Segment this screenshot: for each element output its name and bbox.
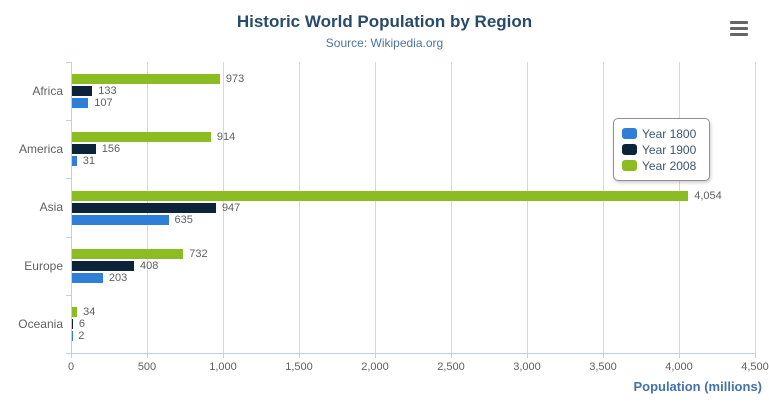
data-label: 107 (94, 97, 113, 110)
x-axis-label: 3,000 (513, 361, 541, 373)
x-axis-tick (299, 353, 300, 358)
bar-year-1800-america[interactable] (72, 156, 77, 167)
data-label: 914 (216, 131, 236, 144)
bar-year-2008-africa[interactable] (72, 74, 220, 85)
bar-year-1800-asia[interactable] (72, 214, 169, 225)
category-axis-tick (66, 237, 71, 238)
x-axis-tick (451, 353, 452, 358)
x-axis-label: 0 (67, 361, 75, 373)
category-label-america: America (18, 142, 63, 157)
legend-swatch-icon (622, 128, 637, 139)
data-label: 6 (78, 317, 86, 330)
category-label-europe: Europe (24, 258, 63, 273)
category-axis-tick (66, 62, 71, 63)
x-axis-tick (147, 353, 148, 358)
category-label-asia: Asia (39, 200, 63, 215)
category-label-africa: Africa (32, 84, 63, 98)
gridline (299, 62, 300, 353)
hamburger-bar (730, 27, 748, 30)
gridline (451, 62, 452, 353)
data-label: 34 (83, 305, 96, 318)
x-axis-tick (375, 353, 376, 358)
bar-year-2008-asia[interactable] (72, 190, 689, 201)
gridline (375, 62, 376, 353)
legend-item-year-1900[interactable]: Year 1900 (622, 142, 709, 157)
data-label: 947 (221, 201, 241, 214)
bar-year-1900-europe[interactable] (72, 260, 135, 271)
bar-year-2008-oceania[interactable] (72, 306, 78, 317)
category-axis-tick (66, 353, 71, 354)
legend-label: Year 1900 (642, 142, 697, 157)
legend-swatch-icon (622, 144, 637, 155)
x-axis-tick (603, 353, 604, 358)
chart-title: Historic World Population by Region (236, 12, 533, 31)
gridline (755, 62, 756, 353)
export-menu-button[interactable] (726, 17, 752, 43)
gridline (223, 62, 224, 353)
hamburger-menu-icon (730, 21, 748, 36)
x-axis-label: 4,500 (741, 361, 769, 373)
x-axis-tick (527, 353, 528, 358)
category-label-oceania: Oceania (18, 316, 63, 331)
gridline (679, 62, 680, 353)
legend-item-year-2008[interactable]: Year 2008 (622, 158, 709, 173)
category-axis-tick (66, 178, 71, 179)
data-label: 203 (108, 271, 128, 284)
x-axis-tick (679, 353, 680, 358)
x-axis-tick (755, 353, 756, 358)
data-label: 973 (225, 73, 245, 86)
x-axis-label: 500 (137, 361, 157, 373)
x-axis-label: 2,000 (361, 361, 389, 373)
data-label: 2 (78, 329, 85, 342)
legend-item-year-1800[interactable]: Year 1800 (622, 126, 709, 141)
data-label: 732 (189, 247, 208, 260)
gridline (603, 62, 604, 353)
hamburger-bar (730, 21, 748, 24)
x-axis-label: 4,000 (665, 361, 693, 373)
legend: Year 1800 Year 1900 Year 2008 (613, 118, 710, 181)
bar-year-1900-africa[interactable] (72, 86, 93, 97)
data-label: 408 (140, 259, 159, 272)
bar-year-1900-asia[interactable] (72, 202, 216, 213)
category-axis-tick (66, 295, 71, 296)
category-axis-tick (66, 120, 71, 121)
gridline (527, 62, 528, 353)
x-axis-title: Population (millions) (633, 379, 762, 394)
bar-year-1800-europe[interactable] (72, 272, 103, 283)
hamburger-bar (730, 33, 748, 36)
plot-area: 973 133 107 914 156 31 4,054 947 635 732 408 203 34 6… (71, 62, 756, 354)
x-axis-label: 2,500 (437, 361, 465, 373)
data-label: 156 (101, 143, 121, 156)
bar-year-1800-africa[interactable] (72, 98, 89, 109)
data-label: 4,054 (694, 189, 722, 202)
x-axis-label: 3,500 (589, 361, 617, 373)
x-axis-tick (71, 353, 72, 358)
chart-subtitle: Source: Wikipedia.org (325, 36, 444, 50)
bar-year-1900-oceania[interactable] (72, 318, 73, 329)
legend-label: Year 1800 (642, 126, 697, 141)
legend-swatch-icon (622, 160, 637, 171)
x-axis-label: 1,000 (209, 361, 237, 373)
data-label: 31 (82, 155, 95, 168)
legend-label: Year 2008 (642, 158, 697, 173)
x-axis-tick (223, 353, 224, 358)
bar-year-1900-america[interactable] (72, 144, 96, 155)
bar-year-2008-europe[interactable] (72, 248, 184, 259)
bar-year-2008-america[interactable] (72, 132, 211, 143)
x-axis-label: 1,500 (285, 361, 313, 373)
data-label: 635 (174, 213, 193, 226)
data-label: 133 (98, 85, 117, 98)
